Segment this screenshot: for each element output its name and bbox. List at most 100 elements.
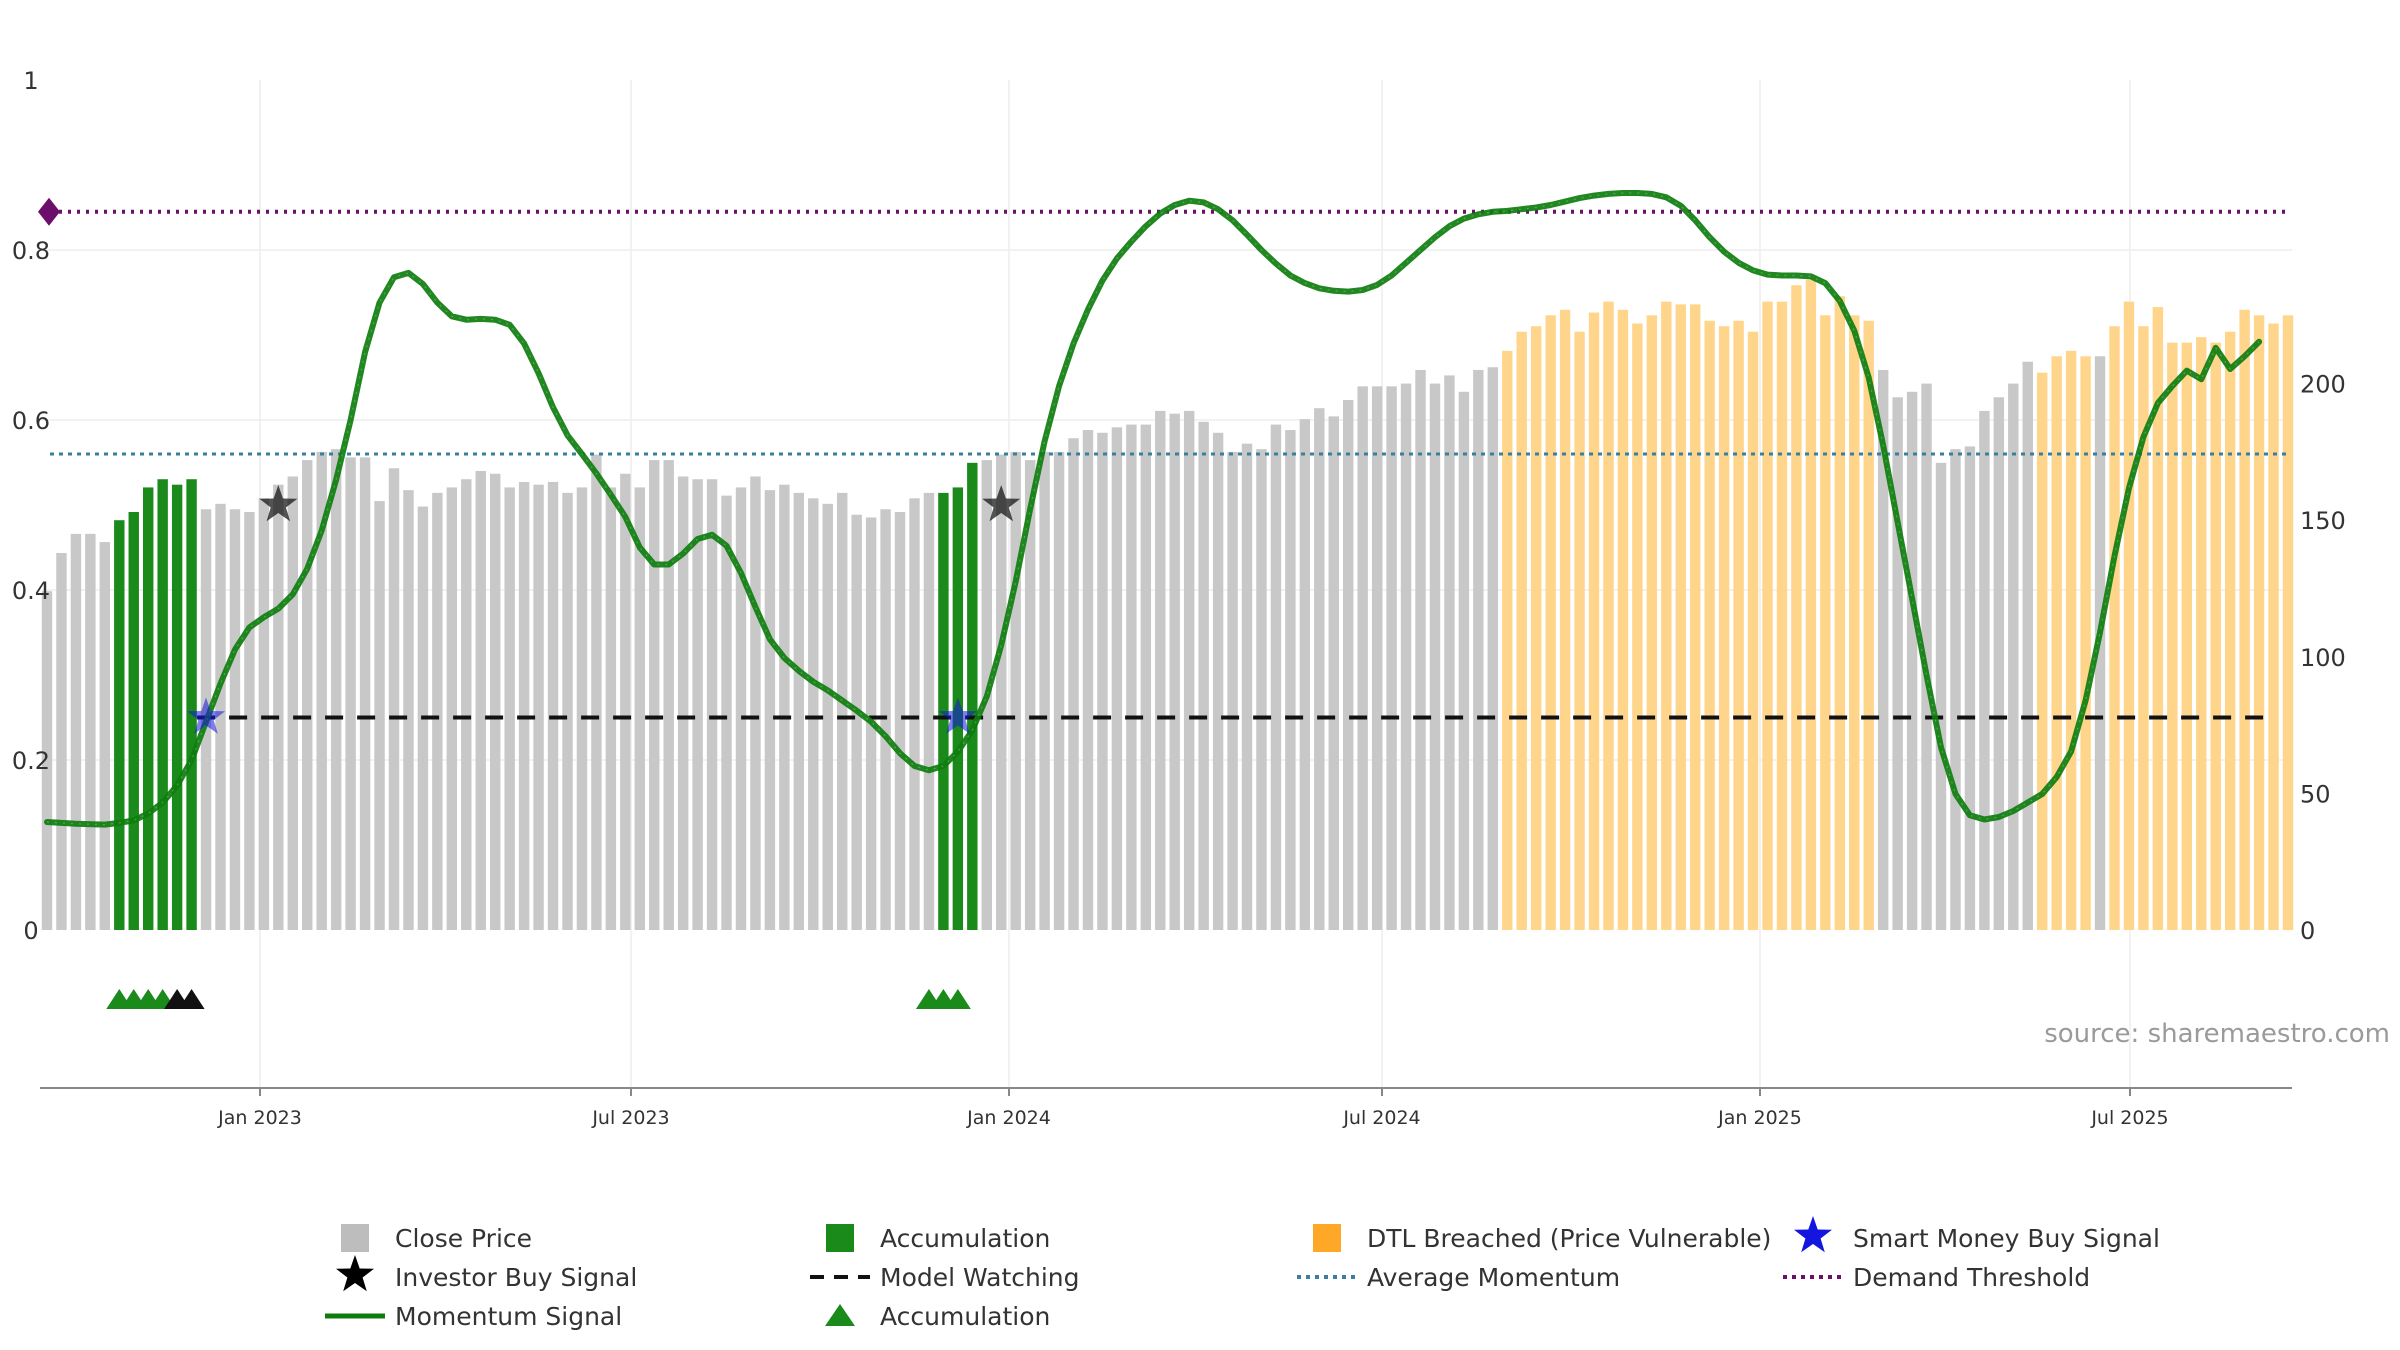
dtl-breached-bar <box>1661 301 1672 930</box>
close-price-bar <box>316 451 327 930</box>
close-price-bar <box>1458 391 1470 930</box>
dtl-breached-bar <box>1632 323 1643 930</box>
dtl-breached-bar <box>1574 331 1585 930</box>
close-price-bar <box>822 503 833 930</box>
accumulation-bar <box>128 512 139 930</box>
close-price-bar <box>692 479 703 930</box>
dtl-breached-bar <box>1690 304 1701 930</box>
legend-item-accumulation-marker: Accumulation <box>825 1302 1050 1331</box>
close-price-bar <box>432 492 443 930</box>
signal-markers <box>106 485 1021 1009</box>
legend-item-demand-threshold: Demand Threshold <box>1783 1263 2090 1292</box>
source-label: source: sharemaestro.com <box>2044 1019 2390 1049</box>
close-price-bar <box>1444 375 1455 930</box>
dtl-breached-bar <box>1704 320 1715 930</box>
dtl-breached-bar <box>1762 301 1773 930</box>
close-price-bar <box>1921 383 1932 931</box>
dtl-breached-bar <box>2138 326 2149 931</box>
close-price-bar <box>287 476 298 930</box>
close-price-bar <box>1082 430 1094 930</box>
close-price-bar <box>1386 386 1397 931</box>
accumulation-bar <box>186 479 197 930</box>
close-price-bar <box>1400 383 1412 931</box>
dtl-breached-bar <box>2152 307 2164 931</box>
dtl-breached-bar <box>1849 315 1860 930</box>
accumulation-bar <box>114 520 125 930</box>
close-price-bar <box>518 481 530 930</box>
close-price-bar <box>99 542 111 930</box>
accumulation-bar <box>171 484 183 930</box>
close-price-bar <box>1270 424 1282 930</box>
close-price-bar <box>2008 383 2019 931</box>
accumulation-bar <box>143 487 154 930</box>
legend-item-smart-money: Smart Money Buy Signal <box>1794 1216 2160 1253</box>
close-price-bar <box>576 487 588 930</box>
dtl-breached-bar <box>2051 356 2062 930</box>
close-price-bar <box>1010 451 1021 930</box>
close-price-bar <box>634 487 645 930</box>
legend-swatch-accumulation <box>826 1224 854 1252</box>
dtl-breached-bar <box>1646 315 1658 930</box>
dtl-breached-bar <box>1791 285 1802 930</box>
close-price-bar <box>562 492 573 930</box>
close-price-bar <box>229 509 241 930</box>
y-left-tick-label: 0 <box>23 917 38 945</box>
close-price-bar <box>1068 438 1079 930</box>
close-price-bar <box>779 484 790 930</box>
y-right-tick-label: 100 <box>2300 644 2346 672</box>
dtl-breached-bar <box>2253 315 2265 930</box>
accumulation-triangle-dark <box>178 989 205 1009</box>
close-price-bar <box>996 454 1007 930</box>
close-price-bar <box>1256 449 1267 930</box>
close-price-bar <box>793 492 805 930</box>
accumulation-triangle <box>944 989 971 1009</box>
close-price-bar <box>1979 410 1990 930</box>
close-price-bar <box>374 501 385 930</box>
close-price-bar <box>764 490 776 930</box>
legend-item-model-watching: Model Watching <box>810 1263 1080 1292</box>
investor-buy-signal <box>982 485 1021 522</box>
close-price-bar <box>359 457 371 930</box>
y-left-tick-label: 0.2 <box>12 747 50 775</box>
dtl-breached-bar <box>2282 315 2294 930</box>
close-price-bar <box>1024 460 1036 930</box>
y-left-tick-label: 0.8 <box>12 237 50 265</box>
close-price-bar <box>1299 419 1311 930</box>
legend-label: Momentum Signal <box>395 1302 622 1331</box>
dtl-breached-bar <box>1603 301 1614 930</box>
dtl-breached-bar <box>1733 320 1744 930</box>
legend-swatch-close-price <box>341 1224 369 1252</box>
close-price-bar <box>504 487 515 930</box>
dtl-breached-bar <box>2167 342 2178 930</box>
close-price-bar <box>547 481 559 930</box>
close-price-bar <box>750 476 761 930</box>
accumulation-bar <box>157 479 168 930</box>
close-price-bar <box>880 509 891 930</box>
close-price-bar <box>1169 413 1180 930</box>
demand-threshold-diamond <box>38 197 60 226</box>
dtl-breached-bar <box>2181 342 2192 930</box>
close-price-bar <box>85 533 96 930</box>
dtl-breached-bar <box>1805 279 1817 930</box>
smart-money-buy-signal <box>938 697 977 734</box>
close-price-bar <box>533 484 544 930</box>
dtl-breached-bar <box>2123 301 2135 930</box>
close-price-bar <box>1415 369 1426 930</box>
legend-label: Average Momentum <box>1367 1263 1620 1292</box>
close-price-bar <box>1155 410 1166 930</box>
legend-label: Accumulation <box>880 1224 1050 1253</box>
close-price-bar <box>1892 397 1903 930</box>
close-price-bar <box>244 512 255 930</box>
close-price-bar <box>1285 430 1296 930</box>
y-left-tick-label: 1 <box>23 67 38 95</box>
close-price-bar <box>1877 369 1889 930</box>
x-tick-label: Jul 2023 <box>591 1107 669 1129</box>
dtl-breached-bar <box>1834 296 1846 930</box>
close-price-bar <box>591 454 602 930</box>
close-price-bar <box>851 514 862 930</box>
close-price-bar <box>490 473 501 930</box>
legend-item-investor: Investor Buy Signal <box>336 1255 637 1292</box>
legend-label: Investor Buy Signal <box>395 1263 637 1292</box>
price-bars <box>41 279 2294 931</box>
close-price-bar <box>1328 416 1339 930</box>
